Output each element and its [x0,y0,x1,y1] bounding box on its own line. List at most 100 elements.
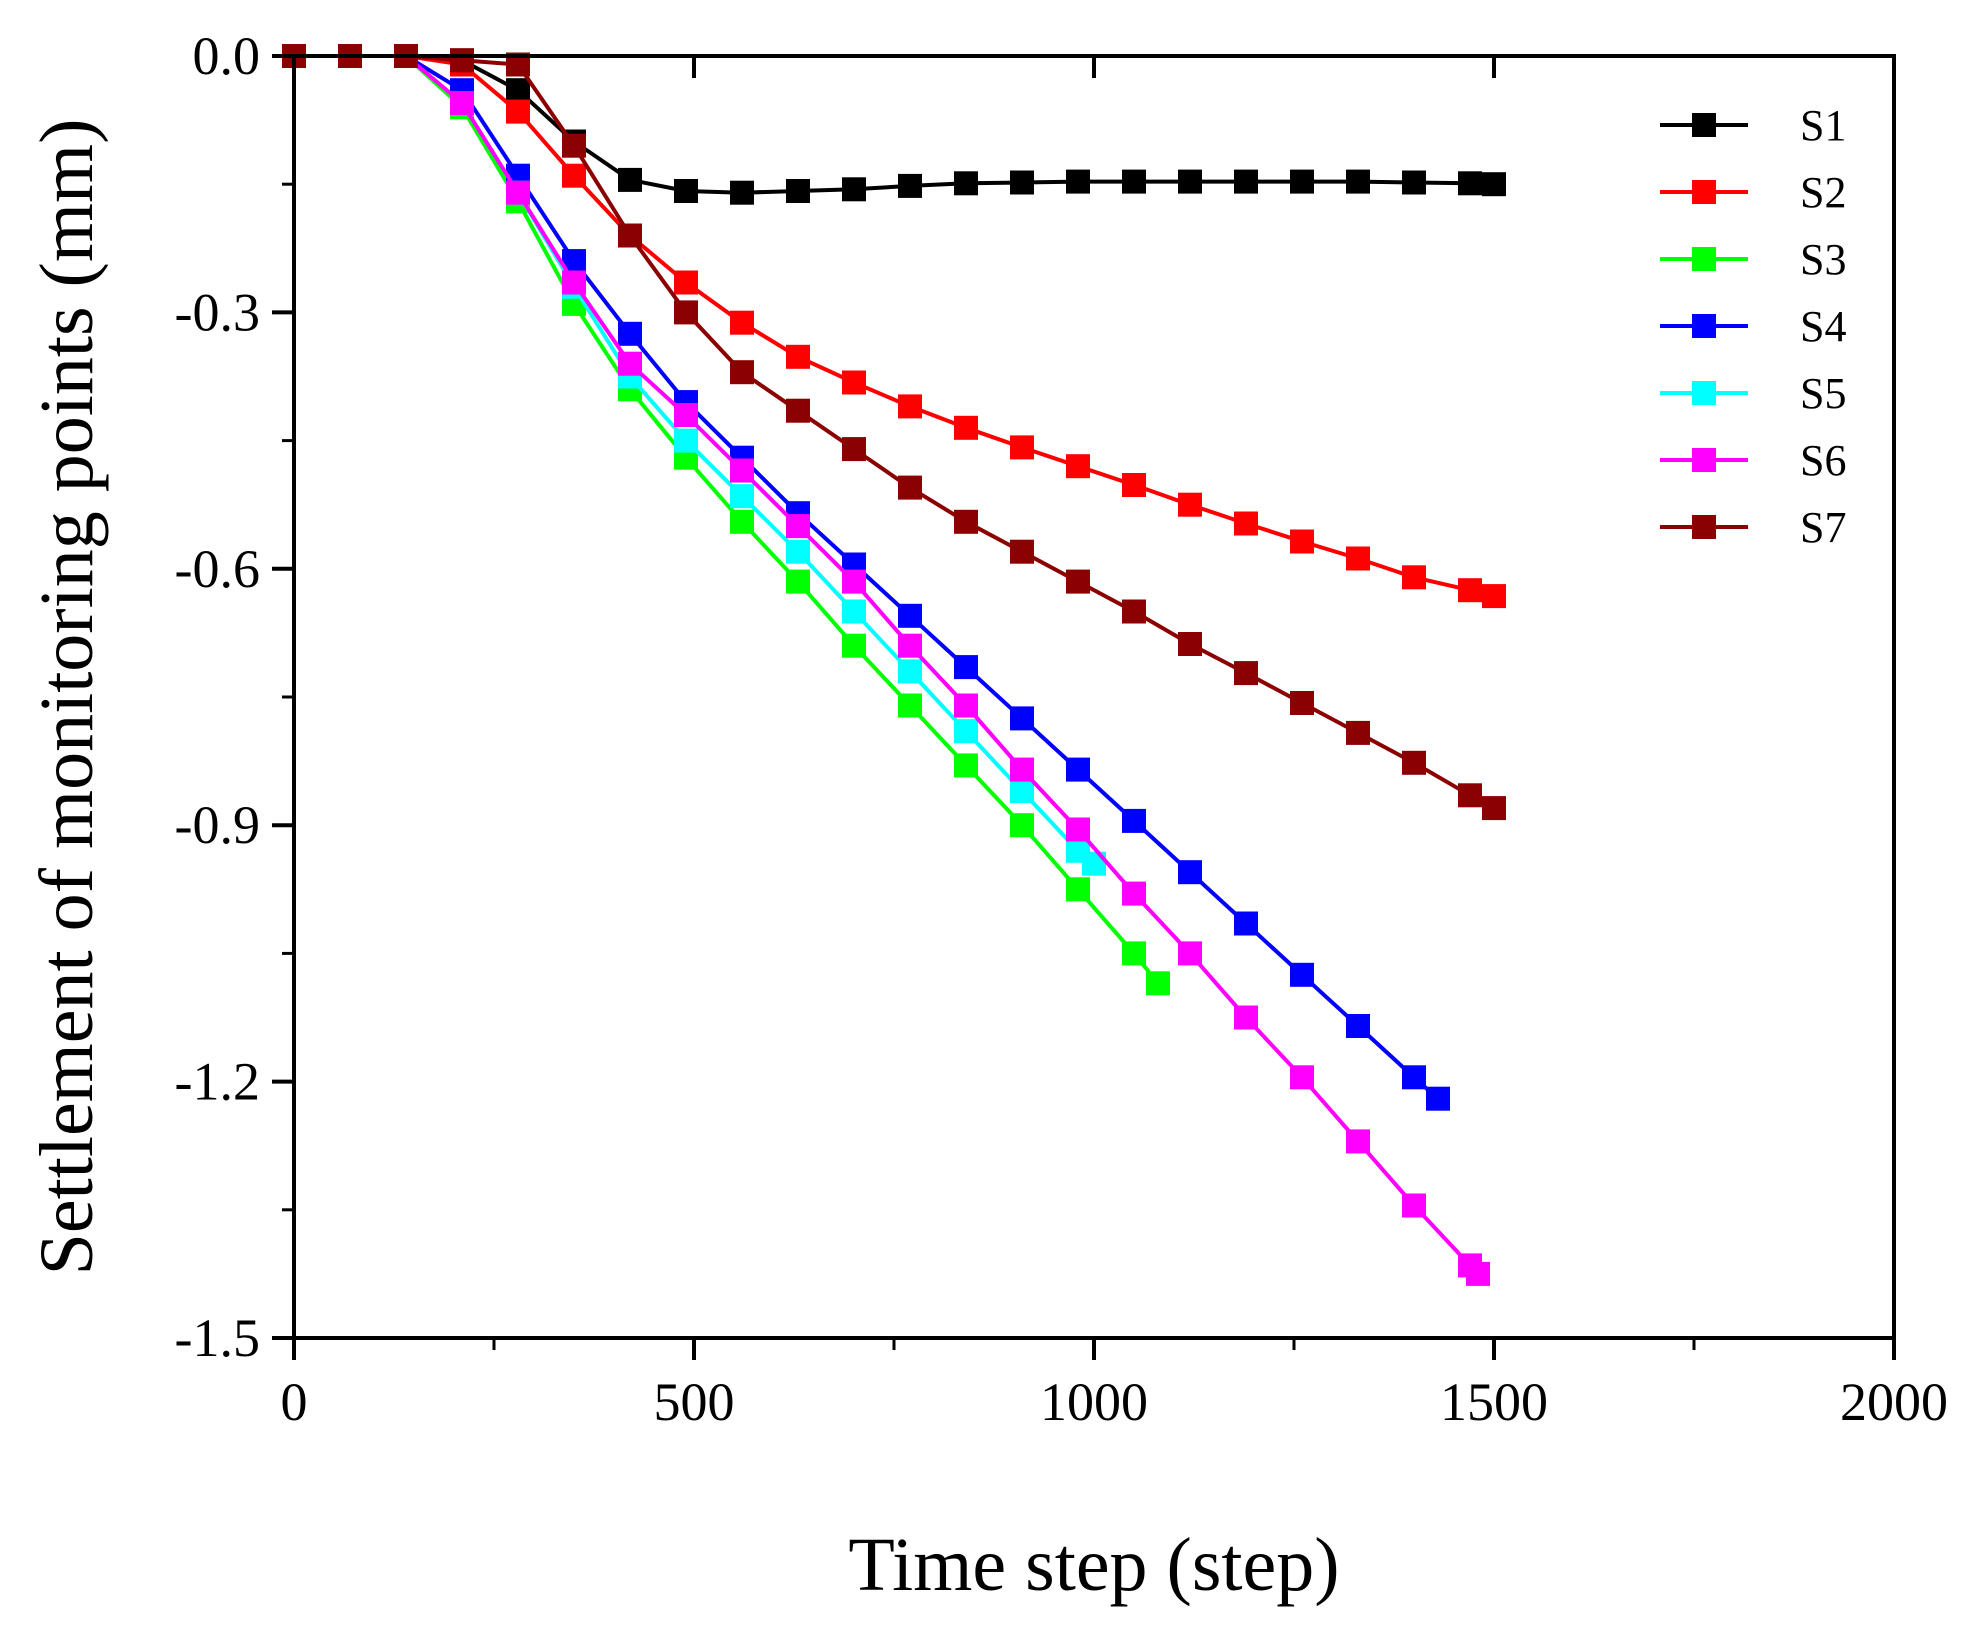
legend-label-s4: S4 [1800,302,1846,351]
data-point-s6 [506,180,530,205]
data-point-s7 [730,360,754,385]
data-point-s6 [1178,941,1202,966]
data-point-s3 [842,633,866,658]
data-point-s2 [1234,511,1258,536]
data-point-s1 [1290,169,1314,194]
plot-frame [292,54,1896,1340]
data-point-s6 [1346,1129,1370,1154]
data-point-s2 [1066,454,1090,479]
y-tick-label: -0.6 [175,539,260,599]
data-point-s4 [898,603,922,628]
data-point-s4 [1426,1086,1450,1111]
data-point-s6 [1290,1065,1314,1090]
legend-marker-s2 [1692,180,1716,204]
data-point-s2 [898,394,922,419]
x-tick-label: 1500 [1440,1372,1548,1432]
data-point-s7 [1290,691,1314,715]
legend-marker-s4 [1692,314,1716,338]
series-line-s6 [294,54,1480,1276]
data-point-s4 [954,655,978,680]
data-point-s5 [674,428,698,453]
data-point-s1 [842,177,866,202]
data-point-s3 [786,569,810,594]
data-point-s2 [1290,529,1314,554]
data-point-s7 [954,509,978,534]
data-point-s2 [1178,492,1202,517]
data-point-s7 [1122,599,1146,624]
data-point-s6 [1010,757,1034,782]
data-point-s3 [1066,877,1090,902]
data-point-s7 [1178,632,1202,656]
data-point-s1 [1178,169,1202,194]
data-point-s1 [1482,172,1506,197]
legend-marker-s6 [1692,448,1716,472]
data-point-s4 [1290,962,1314,987]
data-point-s6 [562,270,586,295]
legend-label-s7: S7 [1800,503,1846,552]
data-point-s7 [1346,720,1370,745]
data-point-s7 [786,398,810,423]
data-point-s1 [1234,169,1258,194]
data-point-s3 [1122,941,1146,966]
data-point-s2 [1402,565,1426,590]
legend-label-s6: S6 [1800,436,1846,485]
data-point-s1 [1010,170,1034,195]
data-point-s7 [898,475,922,500]
data-point-s1 [1402,170,1426,195]
data-point-s1 [674,179,698,203]
legend-marker-s3 [1692,247,1716,271]
data-point-s1 [1066,169,1090,194]
data-point-s6 [954,693,978,718]
data-point-s2 [506,99,530,124]
data-point-s2 [786,344,810,369]
data-point-s2 [1458,578,1482,603]
legend-label-s1: S1 [1800,101,1846,150]
y-tick-label: 0.0 [193,26,261,86]
data-point-s7 [1234,661,1258,686]
data-point-s7 [562,133,586,158]
data-point-s2 [674,270,698,295]
legend-label-s2: S2 [1800,168,1846,217]
data-point-s4 [1234,911,1258,936]
data-point-s5 [954,719,978,744]
data-point-s6 [730,458,754,483]
series-line-s2 [294,54,1495,599]
y-tick-label: -0.9 [175,795,260,855]
data-point-s1 [786,179,810,203]
data-point-s5 [786,539,810,564]
data-point-s4 [1122,808,1146,833]
data-point-s4 [1178,860,1202,885]
data-point-s2 [1482,584,1506,609]
data-point-s5 [898,659,922,684]
data-point-s6 [1066,817,1090,842]
data-point-s6 [1466,1261,1490,1286]
data-point-s3 [954,753,978,778]
data-point-s3 [898,693,922,718]
data-point-s5 [842,599,866,624]
data-point-s7 [1010,539,1034,564]
data-point-s2 [842,370,866,395]
legend-marker-s7 [1692,515,1716,539]
legend-marker-s5 [1692,381,1716,405]
data-point-s4 [1346,1014,1370,1038]
data-point-s6 [1402,1193,1426,1218]
data-point-s2 [1122,473,1146,497]
data-point-s1 [898,173,922,198]
y-tick-label: -1.2 [175,1052,260,1112]
series-line-s3 [294,54,1160,985]
data-point-s1 [730,180,754,205]
data-point-s7 [1402,750,1426,775]
y-axis-title: Settlement of monitoring points (mm) [25,119,109,1276]
data-point-s6 [450,91,474,115]
series-line-s4 [294,54,1440,1101]
data-point-s7 [1458,783,1482,808]
data-point-s7 [450,48,474,73]
legend-label-s3: S3 [1800,235,1846,284]
data-point-s7 [1066,569,1090,594]
data-point-s3 [1010,813,1034,838]
data-point-s1 [954,171,978,196]
data-point-s1 [1122,169,1146,194]
data-point-s6 [1234,1005,1258,1030]
data-point-s6 [898,633,922,658]
data-point-s2 [562,163,586,188]
